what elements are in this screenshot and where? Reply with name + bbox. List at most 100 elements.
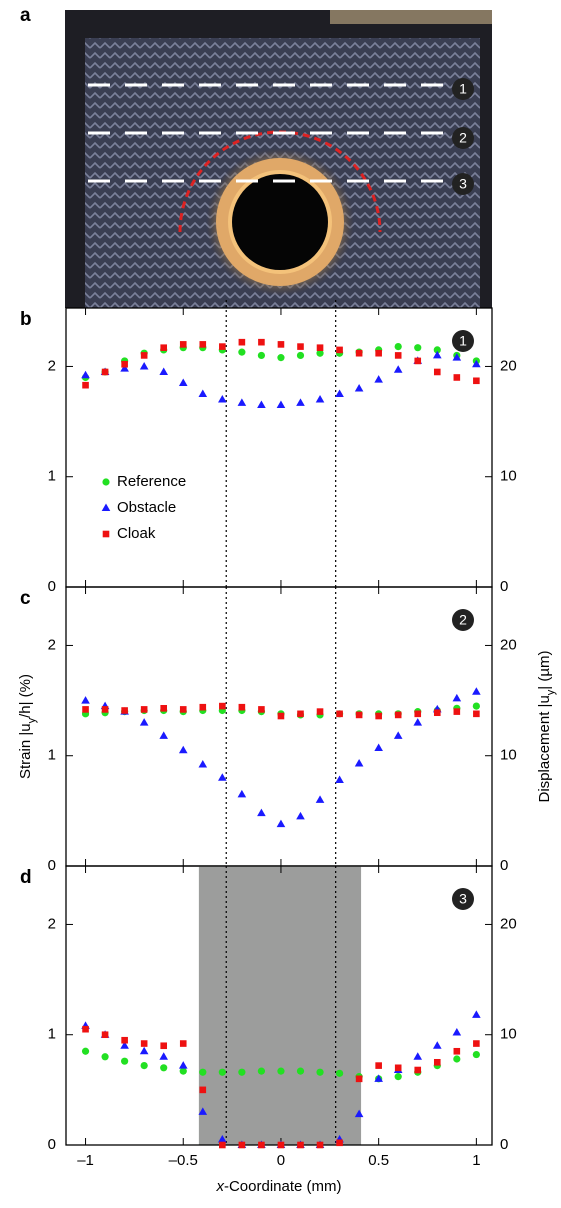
y2-tick-label: 20 [500,636,517,653]
point [297,1141,304,1149]
point [277,712,285,720]
point [355,711,363,719]
point [452,353,462,361]
point [277,1141,285,1149]
point [296,811,305,820]
point [393,731,403,739]
marker-label: 1 [459,81,467,97]
point [140,1062,148,1070]
point [472,1050,480,1059]
x-tick-label: 0 [277,1152,285,1169]
point [335,1069,344,1077]
point [296,351,305,360]
point [472,702,480,710]
y-tick-label: 0 [48,857,56,874]
point [394,1073,402,1081]
point [238,348,246,356]
point [258,1141,265,1149]
y2-axis-label-part: | (µm) [536,651,553,690]
point [120,364,129,372]
point [277,341,285,348]
point [432,1041,442,1049]
point [199,1068,207,1076]
point [82,1025,89,1033]
point [121,360,128,368]
scan-lines [88,83,445,183]
point [472,687,481,695]
point [394,352,402,359]
point [258,338,265,346]
point [336,1139,343,1147]
point [160,705,168,712]
point [237,398,247,406]
point [121,707,128,714]
point [101,1053,109,1061]
point [394,711,402,719]
point [238,338,246,346]
point [219,1141,226,1149]
point [81,370,90,379]
legend-marker [101,503,111,511]
point [276,819,286,828]
point [160,1042,168,1050]
panel-marker: 2 [459,612,467,628]
plot-frame [65,307,493,588]
point [453,708,461,715]
x-tick-label: 1 [472,1152,480,1169]
y2-tick-label: 0 [500,578,508,595]
point [179,1040,187,1047]
point [178,1061,188,1069]
y-tick-label: 2 [48,636,56,653]
point [335,775,344,783]
panel-label: d [20,867,32,888]
point [297,710,304,718]
point [257,1067,266,1075]
point [414,1066,422,1074]
point [257,808,266,817]
y2-tick-label: 0 [500,857,508,874]
point [140,706,148,713]
legend-label: Reference [117,473,186,490]
point [81,696,90,704]
point [199,341,207,348]
y2-axis-label-part: y [545,689,557,695]
point [374,375,383,383]
point [218,395,227,403]
point [276,400,286,409]
point [160,344,168,351]
panel-label: c [20,588,31,609]
point [453,1047,461,1055]
point [335,389,344,398]
y2-tick-label: 20 [500,915,517,932]
photo: 1 2 3 a [20,5,492,308]
point [178,378,188,386]
point [82,381,89,389]
point [296,1067,305,1075]
y-tick-label: 0 [48,1136,56,1153]
point [277,354,285,362]
x-axis-label-part: x [215,1178,224,1195]
point [199,1086,207,1094]
point [238,1141,246,1149]
point [296,398,305,406]
point [375,712,382,720]
point [179,706,187,713]
point [472,1010,481,1018]
point [452,1028,462,1036]
point [316,344,324,351]
point [140,1040,148,1047]
point [375,1062,382,1069]
x-tick-label: 0.5 [368,1152,389,1169]
panel-marker-bg [452,330,474,352]
point [315,395,325,403]
point [394,1064,402,1072]
point [374,1074,383,1082]
y2-tick-label: 0 [500,1136,508,1153]
point [355,349,363,357]
point [238,703,246,711]
y-tick-label: 1 [48,468,56,485]
point [159,731,169,739]
legend-marker [102,478,110,486]
point [453,374,461,381]
